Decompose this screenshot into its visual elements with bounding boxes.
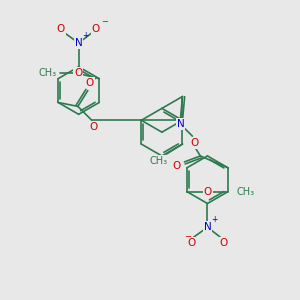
Text: O: O [92, 24, 100, 34]
Text: O: O [172, 161, 181, 171]
Text: N: N [204, 222, 211, 232]
Text: +: + [212, 215, 218, 224]
Text: CH₃: CH₃ [236, 187, 254, 196]
Text: O: O [90, 122, 98, 132]
Text: O: O [188, 238, 196, 248]
Text: −: − [101, 17, 109, 26]
Text: O: O [74, 68, 83, 78]
Text: +: + [82, 31, 89, 40]
Text: CH₃: CH₃ [38, 68, 57, 78]
Text: N: N [75, 38, 83, 48]
Text: O: O [190, 138, 199, 148]
Text: O: O [219, 238, 227, 248]
Text: N: N [177, 119, 184, 129]
Text: CH₃: CH₃ [150, 156, 168, 166]
Text: O: O [204, 187, 212, 196]
Text: O: O [86, 78, 94, 88]
Text: −: − [184, 232, 191, 241]
Text: O: O [57, 24, 65, 34]
